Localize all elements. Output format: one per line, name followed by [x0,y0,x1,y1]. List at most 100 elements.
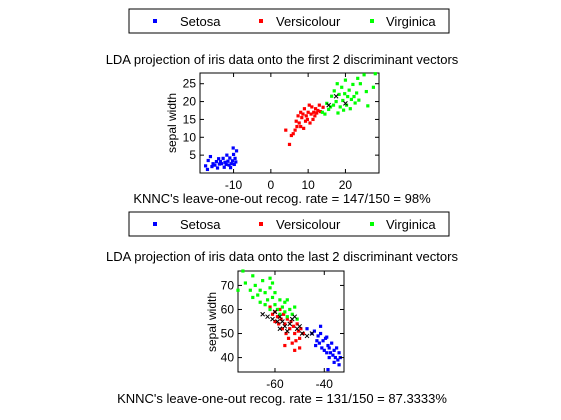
chart-2-point-s1-19 [294,339,298,343]
chart-1-legend-entry-setosa: Setosa [139,14,221,29]
chart-1-legend: Setosa Versicolour Virginica [128,8,450,34]
chart-1-point-s1-4 [293,128,297,132]
chart-2-point-s2-21 [278,312,282,316]
chart-2-point-s2-23 [283,310,287,314]
chart-2-point-s2-7 [256,293,260,297]
chart-1-point-s0-8 [215,166,220,170]
chart-2-point-s0-7 [321,339,325,343]
chart-1-plot-area [199,72,380,174]
chart-2-y-tick-label-3: 70 [221,278,235,292]
chart-1-point-s2-11 [337,92,341,97]
chart-2-point-s1-14 [288,327,292,331]
chart-2-point-s2-22 [280,305,284,309]
chart-1-point-s1-19 [307,103,311,107]
chart-2-point-s2-32 [270,281,275,285]
chart-2-point-s1-6 [278,307,282,312]
chart-1-point-s0-12 [220,162,224,166]
chart-2-point-s3-12 [284,328,290,334]
chart-1: Setosa Versicolour Virginica LDA project… [106,8,459,206]
chart-2-point-s2-5 [251,295,255,300]
chart-1-point-s1-28 [316,108,320,113]
chart-2-caption: KNNC's leave-one-out recog. rate = 131/1… [117,391,447,406]
chart-1-legend-marker-virginica [370,19,374,23]
chart-1-x-tick-label-3: 20 [339,178,353,192]
chart-1-point-s2-1 [323,112,327,116]
chart-1-x-tick-label-2: 10 [301,178,315,192]
chart-2-point-s1-8 [280,327,284,331]
chart-1-caption: KNNC's leave-one-out recog. rate = 147/1… [133,191,431,206]
chart-1-point-s2-25 [353,101,357,105]
chart-2-point-s0-1 [312,329,317,333]
chart-2-point-s0-29 [325,335,329,339]
chart-2-point-s2-2 [243,281,247,285]
chart-1-point-s2-14 [341,98,345,103]
chart-2-y-axis-label: sepal width [205,292,219,352]
chart-1-point-s3-0 [326,102,332,108]
chart-2-y-ticks: 40 50 60 70 [221,278,344,365]
chart-1-point-s0-20 [228,156,232,160]
chart-2-point-s3-11 [277,326,283,332]
chart-2-legend-marker-virginica [370,222,374,226]
chart-1-point-s0-25 [232,162,236,167]
chart-2-point-s2-16 [270,295,275,300]
chart-1-point-s1-13 [302,126,306,130]
chart-1-legend-label-setosa: Setosa [180,14,221,29]
chart-2-point-s1-21 [296,329,300,333]
chart-2-point-s1-3 [273,319,277,324]
chart-2-point-s2-3 [248,288,252,292]
chart-2-point-s0-8 [322,348,326,352]
chart-1-point-s1-16 [304,114,308,118]
chart-1-point-s0-27 [234,160,238,164]
chart-1-point-s0-29 [231,146,235,150]
chart-2-point-s0-15 [330,341,334,345]
chart-2-legend-box [128,211,450,237]
chart-2-legend-label-versicolour: Versicolour [276,217,341,232]
chart-1-point-s0-14 [222,165,226,169]
chart-2-point-s1-17 [291,324,296,328]
chart-2-point-s0-22 [337,351,341,355]
chart-1-point-s1-31 [321,105,325,109]
chart-1-point-s1-29 [317,103,321,107]
chart-2-point-s2-25 [285,315,289,319]
chart-1-title: LDA projection of iris data onto the fir… [106,52,459,67]
chart-1-point-s2-29 [358,82,362,86]
chart-2-y-tick-label-0: 40 [221,351,235,365]
chart-1-point-s1-24 [312,110,316,114]
chart-2-point-s1-25 [283,343,287,348]
chart-1-point-s0-3 [208,154,213,159]
chart-1-point-s1-5 [294,119,298,123]
chart-2-point-s0-28 [314,343,318,348]
chart-2-point-s0-18 [332,360,336,364]
chart-1-point-s2-10 [336,111,340,115]
chart-2-title: LDA projection of iris data onto the las… [106,249,458,264]
chart-1-point-s2-3 [327,107,331,112]
chart-1-point-s0-15 [223,160,227,164]
chart-1-point-s2-5 [330,94,334,98]
chart-1-point-s1-15 [303,119,308,123]
chart-1-y-tick-label-0: 5 [189,148,196,162]
chart-2-point-s2-15 [268,307,272,312]
chart-2-legend-entry-versicolour: Versicolour [259,217,341,232]
chart-2-legend-entry-virginica: Virginica [370,217,436,232]
chart-2-point-s1-18 [293,331,297,336]
chart-2-legend-marker-versicolour [259,222,263,226]
chart-2-point-s1-15 [289,319,293,324]
chart-1-point-s2-21 [348,107,352,111]
chart-2-point-s0-23 [337,363,341,367]
chart-1-point-s1-2 [289,133,293,138]
chart-1-point-s1-20 [308,121,312,125]
chart-2-legend-marker-setosa [153,222,157,226]
chart-1-point-s2-17 [343,78,348,82]
chart-2-point-s2-30 [268,276,272,280]
chart-1-point-s0-22 [229,162,233,166]
chart-2-point-s2-14 [268,286,272,290]
chart-2-point-s3-16 [280,319,285,324]
chart-1-point-s0-28 [234,149,239,153]
chart-1-point-s2-23 [351,82,355,87]
chart-2-point-s0-20 [335,346,339,350]
chart-2-point-s0-16 [331,353,335,357]
chart-1-y-axis-label: sepal width [165,93,179,153]
chart-2-legend: Setosa Versicolour Virginica [128,211,450,237]
chart-2-point-s0-4 [317,341,321,345]
chart-1-point-s2-13 [340,85,344,89]
